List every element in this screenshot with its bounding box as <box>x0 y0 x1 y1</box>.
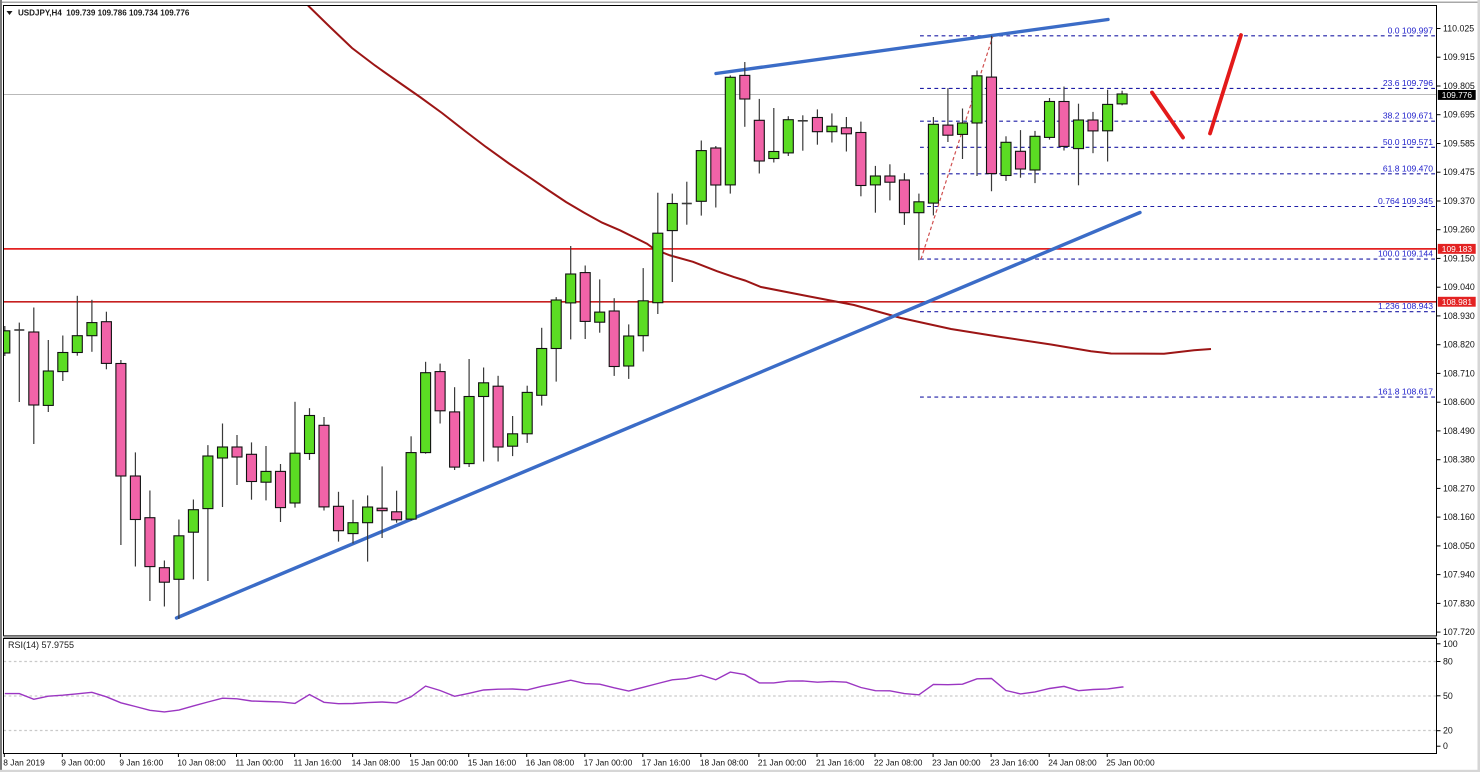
svg-text:108.600: 108.600 <box>1443 397 1475 407</box>
svg-text:108.490: 108.490 <box>1443 426 1475 436</box>
svg-text:18 Jan 08:00: 18 Jan 08:00 <box>700 758 749 768</box>
svg-text:21 Jan 00:00: 21 Jan 00:00 <box>758 758 807 768</box>
svg-text:23 Jan 16:00: 23 Jan 16:00 <box>990 758 1039 768</box>
svg-text:109.040: 109.040 <box>1443 282 1475 292</box>
svg-text:109.370: 109.370 <box>1443 196 1475 206</box>
svg-text:15 Jan 16:00: 15 Jan 16:00 <box>468 758 517 768</box>
svg-text:1.236 108.943: 1.236 108.943 <box>1378 301 1433 311</box>
svg-text:9 Jan 16:00: 9 Jan 16:00 <box>119 758 163 768</box>
svg-text:11 Jan 00:00: 11 Jan 00:00 <box>236 758 284 768</box>
svg-text:RSI(14) 57.9755: RSI(14) 57.9755 <box>8 640 74 650</box>
svg-text:50.0 109.571: 50.0 109.571 <box>1383 137 1433 147</box>
svg-text:108.981: 108.981 <box>1442 297 1473 307</box>
svg-text:107.720: 107.720 <box>1443 627 1475 637</box>
svg-text:107.830: 107.830 <box>1443 598 1475 608</box>
svg-text:110.025: 110.025 <box>1443 24 1474 34</box>
svg-text:161.8 108.617: 161.8 108.617 <box>1378 387 1433 397</box>
svg-text:38.2 109.671: 38.2 109.671 <box>1383 111 1433 121</box>
svg-text:9 Jan 00:00: 9 Jan 00:00 <box>61 758 105 768</box>
svg-text:21 Jan 16:00: 21 Jan 16:00 <box>816 758 865 768</box>
svg-text:14 Jan 08:00: 14 Jan 08:00 <box>352 758 401 768</box>
svg-text:0.0 109.997: 0.0 109.997 <box>1388 25 1434 35</box>
svg-text:108.380: 108.380 <box>1443 455 1475 465</box>
svg-text:0.764 109.345: 0.764 109.345 <box>1378 196 1433 206</box>
svg-text:61.8 109.470: 61.8 109.470 <box>1383 163 1433 173</box>
svg-text:107.940: 107.940 <box>1443 570 1475 580</box>
svg-text:108.160: 108.160 <box>1443 512 1475 522</box>
svg-text:109.915: 109.915 <box>1443 52 1475 62</box>
svg-text:109.475: 109.475 <box>1443 167 1475 177</box>
svg-text:109.695: 109.695 <box>1443 110 1475 120</box>
svg-text:109.805: 109.805 <box>1443 81 1475 91</box>
svg-text:11 Jan 16:00: 11 Jan 16:00 <box>294 758 342 768</box>
svg-text:109.183: 109.183 <box>1442 244 1473 254</box>
svg-text:0: 0 <box>1443 741 1448 751</box>
svg-text:100: 100 <box>1443 639 1458 649</box>
svg-text:100.0 109.144: 100.0 109.144 <box>1378 249 1433 259</box>
svg-text:16 Jan 08:00: 16 Jan 08:00 <box>526 758 575 768</box>
svg-text:109.260: 109.260 <box>1443 225 1475 235</box>
svg-text:25 Jan 00:00: 25 Jan 00:00 <box>1106 758 1155 768</box>
svg-text:108.710: 108.710 <box>1443 368 1475 378</box>
svg-text:108.050: 108.050 <box>1443 541 1475 551</box>
svg-text:17 Jan 16:00: 17 Jan 16:00 <box>642 758 691 768</box>
svg-text:108.930: 108.930 <box>1443 311 1475 321</box>
svg-text:20: 20 <box>1443 726 1453 736</box>
svg-text:USDJPY,H4 109.739 109.786 109: USDJPY,H4 109.739 109.786 109.734 109.77… <box>18 9 190 18</box>
svg-text:108.270: 108.270 <box>1443 483 1475 493</box>
svg-text:109.150: 109.150 <box>1443 253 1475 263</box>
svg-text:15 Jan 00:00: 15 Jan 00:00 <box>410 758 459 768</box>
svg-text:17 Jan 00:00: 17 Jan 00:00 <box>584 758 633 768</box>
svg-text:80: 80 <box>1443 657 1453 667</box>
svg-text:23.6 109.796: 23.6 109.796 <box>1383 78 1433 88</box>
svg-text:8 Jan 2019: 8 Jan 2019 <box>3 758 45 768</box>
svg-text:10 Jan 08:00: 10 Jan 08:00 <box>177 758 226 768</box>
svg-text:109.585: 109.585 <box>1443 139 1475 149</box>
svg-text:50: 50 <box>1443 691 1453 701</box>
svg-text:108.820: 108.820 <box>1443 340 1475 350</box>
svg-text:23 Jan 00:00: 23 Jan 00:00 <box>932 758 981 768</box>
svg-text:24 Jan 08:00: 24 Jan 08:00 <box>1048 758 1097 768</box>
svg-text:109.776: 109.776 <box>1442 90 1473 100</box>
svg-text:22 Jan 08:00: 22 Jan 08:00 <box>874 758 923 768</box>
